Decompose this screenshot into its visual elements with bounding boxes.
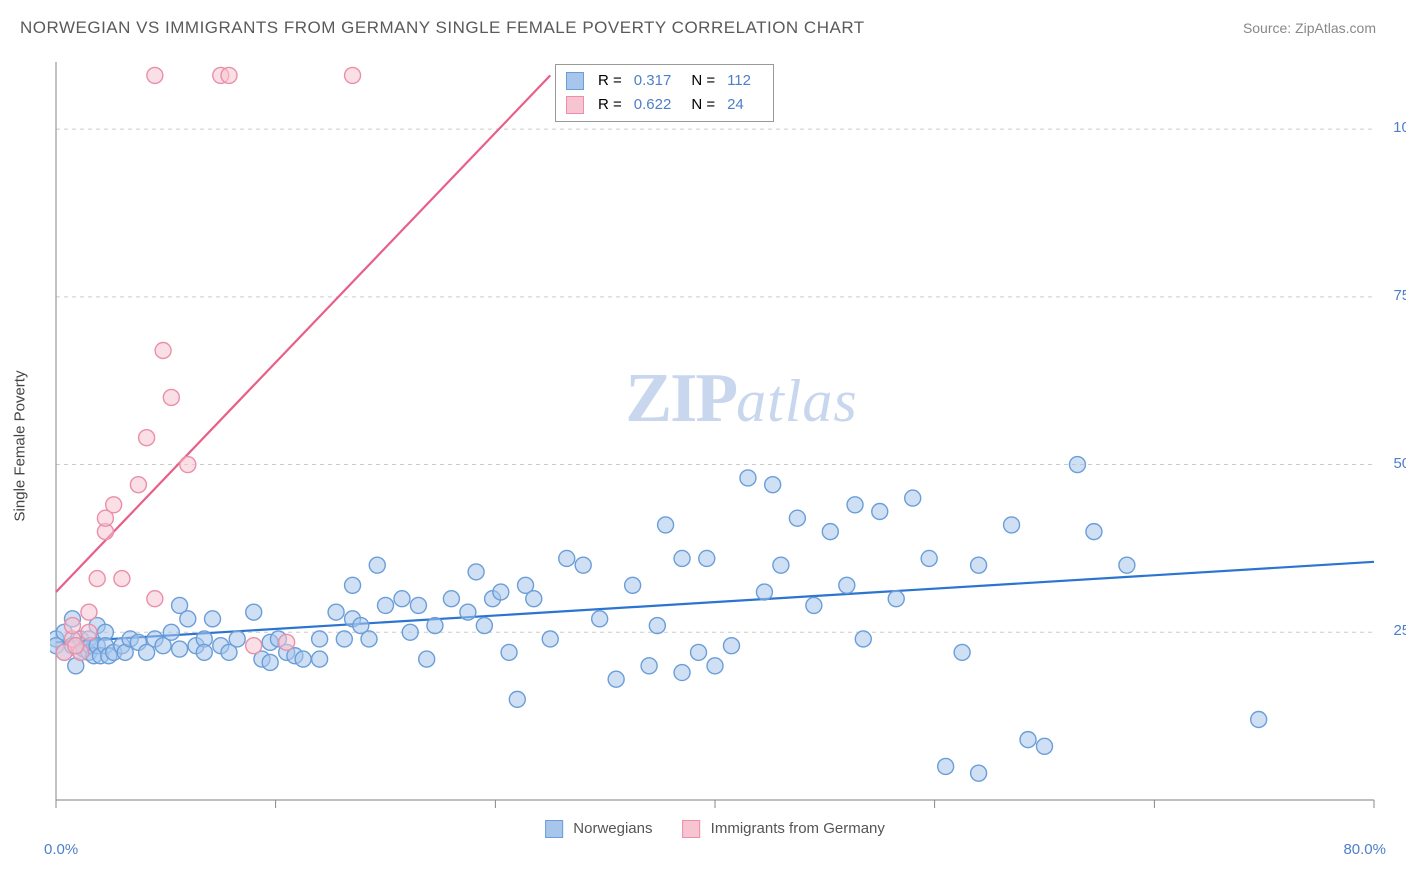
stats-row-germany: R =0.622 N =24: [566, 93, 763, 117]
n-value-norwegians: 112: [727, 69, 751, 93]
swatch-germany-icon: [683, 820, 701, 838]
r-value-germany: 0.622: [634, 93, 672, 117]
r-value-norwegians: 0.317: [634, 69, 672, 93]
source-label: Source: ZipAtlas.com: [1243, 20, 1376, 36]
swatch-norwegians-icon: [545, 820, 563, 838]
scatter-plot: [50, 56, 1380, 836]
bottom-legend: Norwegians Immigrants from Germany: [545, 820, 885, 838]
swatch-norwegians-icon: [566, 72, 584, 90]
x-tick-0: 0.0%: [44, 841, 78, 858]
chart-title: NORWEGIAN VS IMMIGRANTS FROM GERMANY SIN…: [20, 18, 865, 38]
y-tick-50: 50.0%: [1393, 455, 1406, 472]
stats-row-norwegians: R =0.317 N =112: [566, 69, 763, 93]
legend-item-norwegians: Norwegians: [545, 820, 652, 838]
stats-box: R =0.317 N =112 R =0.622 N =24: [555, 64, 774, 122]
x-tick-80: 80.0%: [1343, 841, 1386, 858]
y-axis-label: Single Female Poverty: [12, 371, 29, 522]
legend-item-germany: Immigrants from Germany: [683, 820, 885, 838]
swatch-germany-icon: [566, 96, 584, 114]
y-tick-25: 25.0%: [1393, 622, 1406, 639]
y-tick-75: 75.0%: [1393, 287, 1406, 304]
y-tick-100: 100.0%: [1393, 119, 1406, 136]
chart-area: Single Female Poverty ZIPatlas R =0.317 …: [50, 56, 1380, 836]
n-value-germany: 24: [727, 93, 744, 117]
